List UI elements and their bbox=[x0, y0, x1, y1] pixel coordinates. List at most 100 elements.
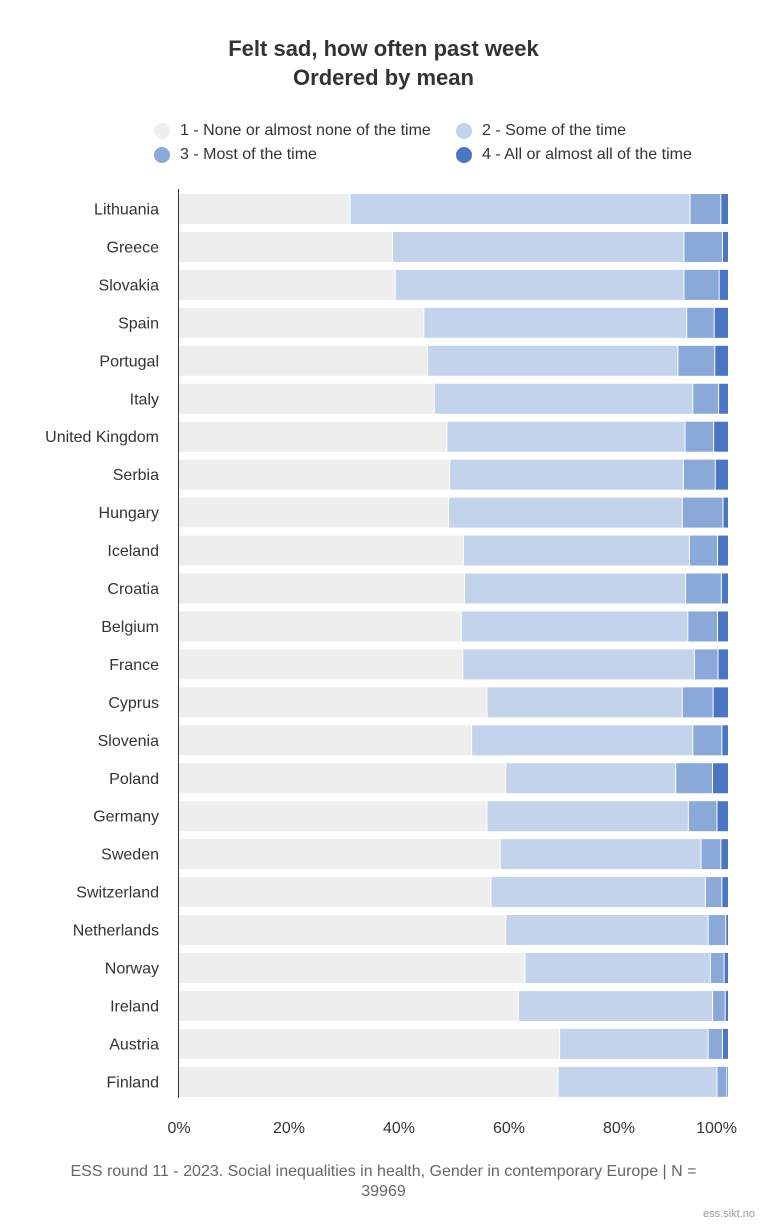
bar-segment-spain-some[interactable] bbox=[424, 307, 687, 338]
bar-segment-switzerland-most[interactable] bbox=[705, 877, 722, 908]
bar-segment-germany-all[interactable] bbox=[717, 801, 728, 832]
bar-segment-ireland-most[interactable] bbox=[713, 990, 725, 1021]
bar-segment-france-all[interactable] bbox=[718, 649, 728, 680]
bar-segment-lithuania-all[interactable] bbox=[721, 194, 728, 224]
bar-segment-cyprus-none[interactable] bbox=[179, 687, 487, 718]
bar-segment-france-none[interactable] bbox=[179, 649, 463, 680]
category-label-netherlands: Netherlands bbox=[73, 923, 159, 940]
bar-segment-croatia-most[interactable] bbox=[686, 573, 721, 604]
bar-segment-hungary-none[interactable] bbox=[179, 497, 449, 528]
bar-segment-poland-some[interactable] bbox=[506, 763, 676, 794]
bar-segment-austria-most[interactable] bbox=[708, 1028, 722, 1059]
bar-segment-belgium-most[interactable] bbox=[688, 611, 717, 642]
bar-segment-cyprus-most[interactable] bbox=[682, 687, 713, 718]
bar-segment-united-kingdom-some[interactable] bbox=[447, 421, 685, 452]
bar-segment-lithuania-some[interactable] bbox=[350, 194, 690, 224]
bar-segment-netherlands-none[interactable] bbox=[179, 915, 506, 946]
bar-segment-greece-some[interactable] bbox=[392, 231, 684, 262]
bar-segment-slovenia-all[interactable] bbox=[722, 725, 728, 756]
bar-segment-france-most[interactable] bbox=[694, 649, 718, 680]
bar-segment-slovakia-some[interactable] bbox=[395, 269, 684, 300]
bar-segment-switzerland-some[interactable] bbox=[491, 877, 705, 908]
bar-segment-croatia-some[interactable] bbox=[465, 573, 686, 604]
bar-segment-finland-none[interactable] bbox=[179, 1066, 558, 1097]
x-tick-label-0: 0% bbox=[167, 1120, 190, 1137]
bar-segment-slovakia-all[interactable] bbox=[719, 269, 728, 300]
bar-segment-spain-all[interactable] bbox=[714, 307, 728, 338]
bar-segment-iceland-all[interactable] bbox=[718, 535, 728, 566]
bar-segment-serbia-some[interactable] bbox=[450, 459, 683, 490]
bar-segment-italy-all[interactable] bbox=[719, 383, 728, 414]
bar-segment-norway-all[interactable] bbox=[724, 953, 728, 983]
bar-segment-sweden-none[interactable] bbox=[179, 839, 500, 870]
bar-segment-iceland-some[interactable] bbox=[463, 535, 689, 566]
bar-segment-sweden-all[interactable] bbox=[721, 839, 728, 870]
bar-segment-poland-none[interactable] bbox=[179, 763, 506, 794]
bar-segment-finland-most[interactable] bbox=[717, 1066, 727, 1097]
bar-segment-united-kingdom-none[interactable] bbox=[179, 421, 447, 452]
bar-segment-slovenia-most[interactable] bbox=[693, 725, 722, 756]
bar-segment-iceland-none[interactable] bbox=[179, 535, 463, 566]
bar-segment-belgium-some[interactable] bbox=[461, 611, 688, 642]
bar-segment-norway-some[interactable] bbox=[525, 953, 710, 983]
bar-segment-iceland-most[interactable] bbox=[689, 535, 717, 566]
bar-segment-spain-most[interactable] bbox=[687, 307, 714, 338]
bar-segment-austria-some[interactable] bbox=[560, 1028, 708, 1059]
bar-segment-finland-all[interactable] bbox=[727, 1066, 728, 1097]
bar-segment-poland-all[interactable] bbox=[713, 763, 728, 794]
bar-segment-ireland-all[interactable] bbox=[725, 990, 728, 1021]
bar-segment-hungary-most[interactable] bbox=[682, 497, 723, 528]
bar-segment-lithuania-none[interactable] bbox=[179, 194, 350, 224]
bar-segment-slovenia-none[interactable] bbox=[179, 725, 472, 756]
bar-segment-cyprus-all[interactable] bbox=[713, 687, 728, 718]
bar-segment-spain-none[interactable] bbox=[179, 307, 424, 338]
bar-segment-switzerland-all[interactable] bbox=[722, 877, 728, 908]
bar-segment-netherlands-most[interactable] bbox=[708, 915, 726, 946]
bar-segment-germany-some[interactable] bbox=[487, 801, 688, 832]
bar-segment-greece-none[interactable] bbox=[179, 231, 392, 262]
bar-segment-norway-most[interactable] bbox=[710, 953, 724, 983]
bar-segment-croatia-all[interactable] bbox=[721, 573, 728, 604]
bar-segment-serbia-most[interactable] bbox=[683, 459, 715, 490]
bar-segment-united-kingdom-most[interactable] bbox=[685, 421, 714, 452]
bar-segment-finland-some[interactable] bbox=[558, 1066, 717, 1097]
bar-segment-united-kingdom-all[interactable] bbox=[714, 421, 728, 452]
bar-segment-austria-none[interactable] bbox=[179, 1028, 560, 1059]
bar-segment-portugal-some[interactable] bbox=[428, 345, 678, 376]
bar-segment-sweden-some[interactable] bbox=[500, 839, 701, 870]
bar-segment-belgium-none[interactable] bbox=[179, 611, 461, 642]
bar-segment-slovakia-none[interactable] bbox=[179, 269, 395, 300]
bar-segment-germany-none[interactable] bbox=[179, 801, 487, 832]
x-tick-label-4: 80% bbox=[603, 1120, 635, 1137]
bar-segment-portugal-all[interactable] bbox=[715, 345, 728, 376]
bar-segment-lithuania-most[interactable] bbox=[690, 194, 721, 224]
bar-segment-slovenia-some[interactable] bbox=[472, 725, 693, 756]
bar-segment-switzerland-none[interactable] bbox=[179, 877, 491, 908]
bar-segment-austria-all[interactable] bbox=[722, 1028, 728, 1059]
bar-segment-norway-none[interactable] bbox=[179, 953, 525, 983]
bar-segment-france-some[interactable] bbox=[463, 649, 694, 680]
bar-segment-croatia-none[interactable] bbox=[179, 573, 464, 604]
bar-segment-italy-some[interactable] bbox=[434, 383, 693, 414]
bar-segment-sweden-most[interactable] bbox=[701, 839, 721, 870]
bar-segment-portugal-most[interactable] bbox=[678, 345, 715, 376]
bar-segment-slovakia-most[interactable] bbox=[684, 269, 719, 300]
bar-segment-germany-most[interactable] bbox=[688, 801, 717, 832]
bar-segment-greece-most[interactable] bbox=[684, 231, 722, 262]
bar-segment-netherlands-all[interactable] bbox=[726, 915, 728, 946]
bar-segment-greece-all[interactable] bbox=[722, 231, 728, 262]
bar-segment-hungary-some[interactable] bbox=[449, 497, 682, 528]
bar-segment-italy-none[interactable] bbox=[179, 383, 434, 414]
bar-segment-netherlands-some[interactable] bbox=[506, 915, 708, 946]
bar-segment-serbia-none[interactable] bbox=[179, 459, 450, 490]
bar-segment-ireland-none[interactable] bbox=[179, 990, 518, 1021]
bar-segment-cyprus-some[interactable] bbox=[487, 687, 682, 718]
bar-segment-hungary-all[interactable] bbox=[723, 497, 729, 528]
bar-segment-serbia-all[interactable] bbox=[715, 459, 728, 490]
bar-segment-italy-most[interactable] bbox=[693, 383, 719, 414]
bar-segment-portugal-none[interactable] bbox=[179, 345, 428, 376]
category-label-cyprus: Cyprus bbox=[108, 695, 159, 712]
bar-segment-ireland-some[interactable] bbox=[518, 990, 713, 1021]
bar-segment-belgium-all[interactable] bbox=[718, 611, 728, 642]
bar-segment-poland-most[interactable] bbox=[676, 763, 713, 794]
